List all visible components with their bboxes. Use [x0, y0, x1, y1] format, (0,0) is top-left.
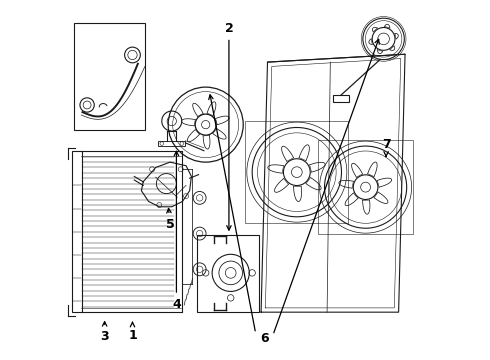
Text: 1: 1 [128, 322, 137, 342]
Bar [74, 23, 145, 130]
Text: 3: 3 [100, 322, 109, 343]
Bar [197, 235, 259, 312]
Text: 4: 4 [172, 151, 181, 311]
Bar [318, 140, 413, 234]
Bar [245, 121, 348, 224]
Text: 2: 2 [224, 22, 233, 230]
Bar [72, 152, 82, 312]
Text: 7: 7 [382, 138, 391, 157]
Text: 6: 6 [260, 333, 269, 346]
Bar [333, 95, 348, 103]
Text: 5: 5 [166, 208, 174, 231]
Bar [158, 141, 185, 146]
